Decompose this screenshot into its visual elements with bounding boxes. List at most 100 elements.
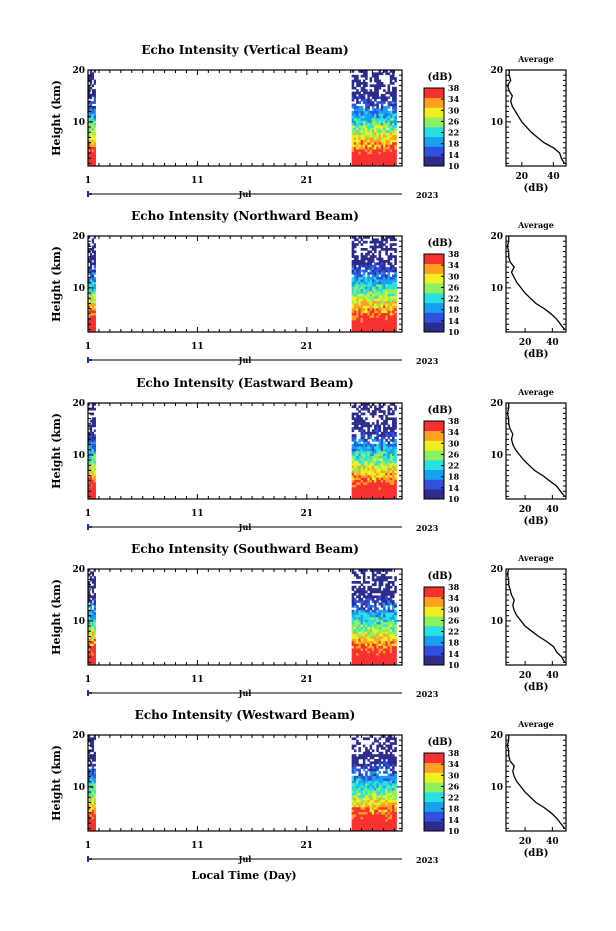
heatmap-cell	[369, 151, 373, 155]
heatmap-cell	[383, 573, 386, 577]
heatmap-cell	[356, 300, 359, 304]
heatmap-cell	[376, 269, 379, 273]
heatmap-cell	[389, 823, 393, 827]
heatmap-cell	[351, 795, 355, 798]
heatmap-cell	[383, 816, 386, 820]
heatmap-cell	[389, 103, 393, 107]
heatmap-cell	[369, 458, 373, 461]
heatmap-cell	[365, 405, 368, 409]
heatmap-cell	[376, 262, 379, 266]
heatmap-cell	[89, 74, 93, 78]
heatmap-cell	[392, 809, 395, 813]
heatmap-cell	[389, 477, 393, 481]
heatmap-cell	[358, 768, 361, 772]
heatmap-cell	[392, 487, 395, 490]
heatmap-cell	[369, 113, 373, 116]
heatmap-cell	[392, 293, 395, 297]
heatmap-cell	[351, 96, 355, 100]
heatmap-cell	[91, 487, 95, 490]
heatmap-cell	[374, 617, 377, 620]
heatmap-cell	[392, 424, 395, 428]
heatmap-cell	[369, 320, 373, 323]
heatmap-cell	[351, 320, 355, 323]
heatmap-cell	[358, 653, 361, 656]
heatmap-cell	[376, 77, 379, 80]
colorbar-tick-label: 18	[448, 804, 460, 814]
heatmap-cell	[385, 621, 388, 625]
heatmap-cell	[392, 151, 395, 155]
heatmap-cell	[376, 465, 379, 469]
heatmap-cell	[91, 737, 95, 741]
heatmap-cell	[91, 245, 95, 249]
heatmap-cell	[387, 248, 391, 251]
colorbar-frame	[423, 586, 445, 666]
heatmap-cell	[356, 809, 359, 813]
heatmap-cell	[89, 655, 93, 659]
heatmap-cell	[365, 134, 368, 138]
heatmap-cell	[358, 298, 361, 302]
y-tick-label: 20	[72, 399, 85, 409]
heatmap-cell	[385, 612, 388, 615]
heatmap-cell	[371, 72, 375, 76]
heatmap-cell	[360, 315, 364, 318]
heatmap-cell	[93, 417, 96, 421]
heatmap-cell	[371, 775, 375, 779]
x-tick-label: 1	[85, 675, 91, 685]
heatmap-cell	[387, 655, 391, 659]
heatmap-cell	[380, 792, 384, 796]
heatmap-cell	[378, 470, 382, 473]
heatmap-cell	[371, 648, 375, 651]
heatmap-cell	[369, 296, 373, 299]
heatmap-cell	[371, 641, 375, 644]
heatmap-cell	[91, 139, 95, 143]
heatmap-cell	[358, 771, 361, 774]
heatmap-cell	[380, 795, 384, 798]
heatmap-cell	[392, 828, 395, 832]
heatmap-cell	[383, 286, 386, 290]
heatmap-cell	[383, 284, 386, 287]
heatmap-cell	[362, 72, 366, 76]
heatmap-cell	[369, 811, 373, 815]
heatmap-cell	[387, 583, 391, 587]
heatmap-cell	[351, 747, 355, 750]
heatmap-cell	[353, 417, 357, 421]
heatmap-cell	[356, 595, 359, 599]
heatmap-cell	[362, 434, 366, 437]
heatmap-cell	[365, 286, 368, 290]
heatmap-cell	[369, 315, 373, 318]
heatmap-cell	[378, 797, 382, 801]
heatmap-cell	[374, 491, 377, 495]
colorbar-tick-label: 26	[448, 615, 460, 625]
heatmap-cell	[380, 650, 384, 654]
heatmap-cell	[358, 648, 361, 651]
heatmap-cell	[353, 439, 357, 442]
heatmap-cell	[380, 120, 384, 124]
heatmap-cell	[394, 106, 397, 109]
heatmap-cell	[351, 763, 355, 767]
heatmap-cell	[91, 775, 95, 779]
heatmap-cell	[365, 305, 368, 309]
heatmap-cell	[385, 641, 388, 644]
heatmap-cell	[88, 142, 91, 145]
heatmap-cell	[369, 660, 373, 663]
heatmap-cell	[387, 809, 391, 813]
heatmap-cell	[394, 431, 397, 435]
heatmap-cell	[367, 296, 370, 299]
heatmap-cell	[374, 305, 377, 309]
heatmap-cell	[362, 766, 366, 769]
heatmap-cell	[358, 127, 361, 131]
heatmap-cell	[358, 79, 361, 83]
heatmap-cell	[365, 624, 368, 627]
heatmap-cell	[367, 281, 370, 285]
heatmap-cell	[371, 742, 375, 745]
heatmap-cell	[378, 310, 382, 314]
heatmap-cell	[389, 245, 393, 249]
heatmap-cell	[365, 645, 368, 649]
heatmap-cell	[371, 802, 375, 805]
heatmap-cell	[89, 648, 93, 651]
heatmap-cell	[380, 151, 384, 155]
heatmap-cell	[392, 477, 395, 481]
heatmap-cell	[374, 799, 377, 803]
heatmap-cell	[362, 595, 366, 599]
heatmap-cell	[91, 84, 95, 88]
